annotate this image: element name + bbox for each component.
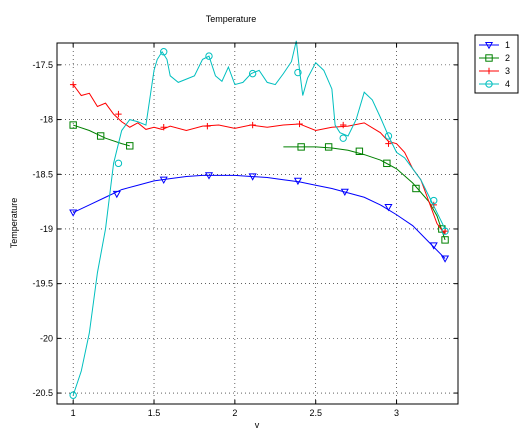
axis-ticks: 1 1.5 2 2.5 3 -20.5 -20 -19.5 -19 -18.5 -18 -17.5	[32, 43, 458, 418]
data-point	[355, 147, 364, 156]
x-tick-label: 2.5	[309, 408, 322, 418]
data-point	[339, 121, 347, 129]
data-point	[430, 196, 438, 205]
legend: 1 2 3 4	[474, 34, 519, 94]
plot-area	[57, 43, 458, 404]
data-point	[441, 236, 449, 244]
y-tick-label: -20	[40, 333, 53, 343]
data-point	[248, 69, 257, 78]
data-point	[324, 143, 333, 151]
data-point	[297, 143, 305, 151]
data-point	[69, 81, 77, 88]
data-point	[112, 190, 121, 199]
legend-label: 1	[505, 40, 510, 50]
data-point	[293, 177, 302, 186]
data-point	[412, 184, 420, 193]
data-point	[248, 173, 257, 181]
legend-item: 4	[479, 79, 510, 89]
x-tick-label: 3	[394, 408, 399, 418]
data-point	[294, 68, 302, 77]
series-line	[72, 40, 446, 396]
data-point	[96, 132, 105, 140]
data-point	[160, 124, 167, 131]
data-point	[126, 142, 134, 150]
series-line	[72, 174, 446, 259]
legend-item: 3	[479, 66, 510, 76]
data-point	[429, 242, 438, 250]
data-point	[383, 159, 391, 168]
data-point	[384, 204, 393, 212]
x-tick-label: 1.5	[148, 408, 161, 418]
data-point	[249, 121, 256, 129]
data-point	[441, 227, 449, 235]
y-tick-label: -19.5	[32, 279, 53, 289]
y-tick-label: -18.5	[32, 169, 53, 179]
y-axis-label: Temperature	[9, 198, 19, 249]
data-point	[204, 172, 214, 180]
legend-label: 3	[505, 66, 510, 76]
legend-label: 4	[505, 79, 510, 89]
x-axis-label: v	[255, 420, 260, 430]
data-point	[69, 209, 78, 217]
y-tick-label: -17.5	[32, 60, 53, 70]
y-tick-label: -20.5	[32, 388, 53, 398]
data-point	[159, 176, 168, 184]
legend-marker	[485, 67, 493, 75]
legend-item: 1	[479, 40, 510, 50]
legend-item: 2	[479, 53, 510, 63]
data-point	[441, 255, 450, 263]
x-tick-label: 2	[232, 408, 237, 418]
series-4	[69, 40, 449, 399]
data-point	[385, 140, 392, 147]
legend-marker	[484, 41, 494, 50]
data-point	[69, 121, 77, 129]
x-tick-label: 1	[71, 408, 76, 418]
data-point	[69, 391, 77, 399]
legend-marker	[485, 80, 493, 88]
series-line	[73, 124, 130, 147]
data-point	[441, 227, 449, 235]
data-point	[115, 110, 122, 118]
legend-marker	[485, 54, 493, 62]
chart-title: Temperature	[206, 14, 257, 24]
data-point	[384, 132, 393, 140]
data-point	[340, 188, 349, 197]
data-point	[204, 122, 211, 130]
data-point	[160, 48, 168, 56]
y-tick-label: -18	[40, 115, 53, 125]
series-line	[72, 84, 446, 235]
data-point	[114, 159, 123, 168]
plot-frame	[56, 42, 459, 405]
series-3	[69, 81, 449, 235]
series-1	[69, 172, 450, 263]
data-point	[296, 120, 303, 128]
legend-label: 2	[505, 53, 510, 63]
data-point	[205, 52, 213, 60]
y-tick-label: -19	[40, 224, 53, 234]
grid-lines	[57, 43, 458, 404]
series-layer	[69, 40, 450, 399]
data-point	[339, 134, 347, 142]
